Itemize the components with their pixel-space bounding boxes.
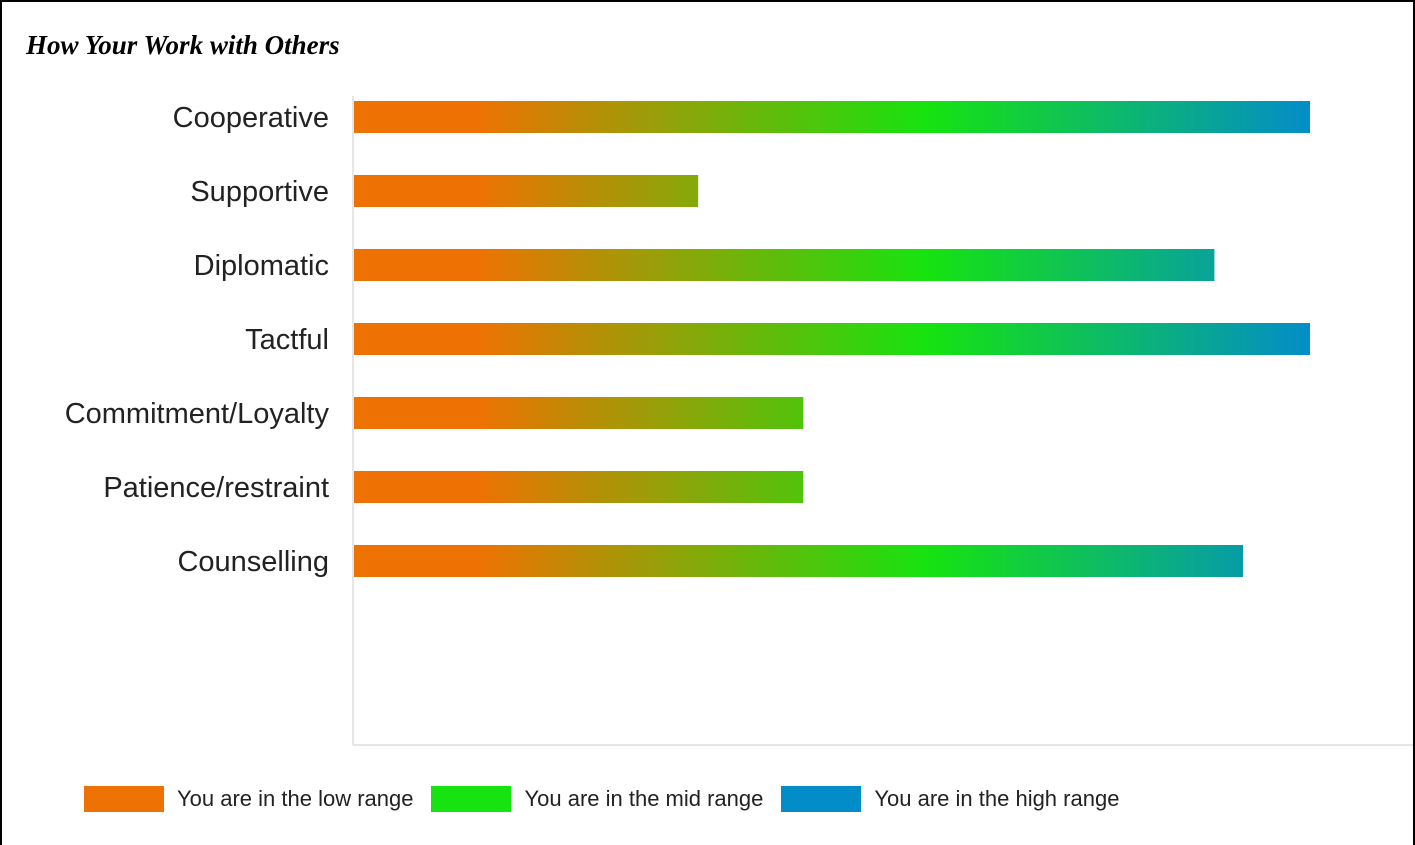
legend-label-low: You are in the low range (177, 786, 414, 811)
category-label-supportive: Supportive (190, 176, 329, 208)
legend-label-high: You are in the high range (874, 786, 1120, 811)
chart-title: How Your Work with Others (26, 30, 340, 60)
category-label-diplomatic: Diplomatic (194, 250, 329, 282)
bar-cooperative (354, 101, 1310, 133)
bar-counselling (354, 545, 1244, 577)
legend-label-mid: You are in the mid range (524, 786, 764, 811)
bar-diplomatic (354, 249, 1215, 281)
legend-swatch-mid (431, 786, 512, 812)
category-label-cooperative: Cooperative (173, 102, 329, 134)
category-label-commitment-loyalty: Commitment/Loyalty (65, 398, 330, 430)
legend-swatch-high (781, 786, 862, 812)
legend-item-mid: You are in the mid range (431, 786, 763, 812)
bar-supportive (354, 175, 699, 207)
category-label-counselling: Counselling (177, 546, 329, 578)
legend-item-high: You are in the high range (781, 786, 1119, 812)
chart-legend: You are in the low range You are in the … (84, 786, 1137, 812)
category-label-tactful: Tactful (245, 324, 329, 356)
legend-swatch-low (84, 786, 164, 812)
legend-item-low: You are in the low range (84, 786, 413, 812)
bar-tactful (354, 323, 1310, 355)
bar-patience-restraint (354, 471, 804, 503)
bar-commitment-loyalty (354, 397, 804, 429)
category-label-patience-restraint: Patience/restraint (103, 472, 329, 504)
